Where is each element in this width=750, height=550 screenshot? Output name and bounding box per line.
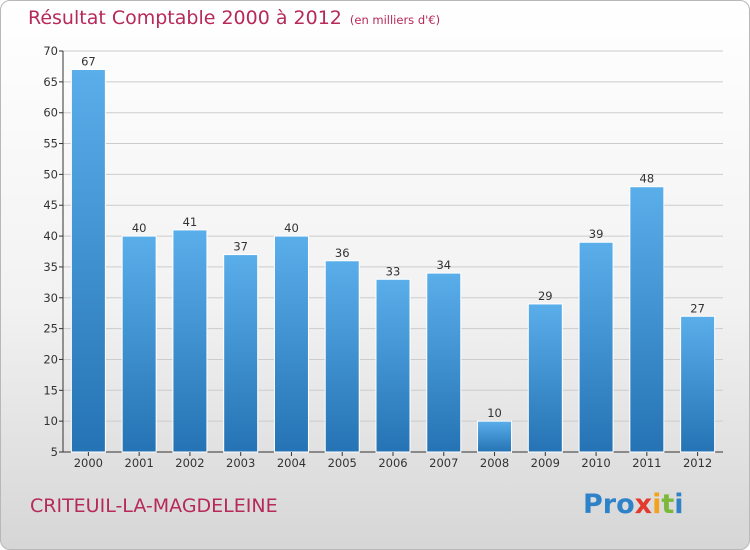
bar-2006 xyxy=(375,278,411,453)
value-label-2006: 33 xyxy=(386,264,401,278)
value-label-2007: 34 xyxy=(436,258,451,272)
value-label-2003: 37 xyxy=(233,240,248,254)
y-tick-label: 25 xyxy=(43,322,58,336)
x-tick-label-2007: 2007 xyxy=(429,456,458,470)
logo-part: i xyxy=(652,489,662,520)
chart-title: Résultat Comptable 2000 à 2012 (en millie… xyxy=(28,7,440,29)
bar-2012 xyxy=(680,315,716,453)
bar-2005 xyxy=(324,260,360,453)
x-tick-label-2004: 2004 xyxy=(277,456,306,470)
chart-subtitle: (en milliers d'€) xyxy=(349,13,441,27)
x-tick-label-2006: 2006 xyxy=(378,456,407,470)
value-labels: 67 40 41 37 40 36 33 34 10 29 39 48 27 xyxy=(81,55,705,421)
x-tick-labels: 2000 2001 2002 2003 2004 2005 2006 2007 2008 2009… xyxy=(74,452,712,470)
value-label-2005: 36 xyxy=(335,246,350,260)
y-tick-label: 65 xyxy=(43,75,58,89)
bar-2000 xyxy=(70,69,106,453)
x-tick-label-2001: 2001 xyxy=(125,456,154,470)
value-label-2012: 27 xyxy=(690,301,705,315)
x-tick-label-2009: 2009 xyxy=(531,456,560,470)
y-tick-label: 40 xyxy=(43,229,58,243)
value-label-2002: 41 xyxy=(183,215,198,229)
chart-title-text: Résultat Comptable 2000 à 2012 xyxy=(28,7,342,29)
bar-2010 xyxy=(578,241,614,453)
y-tick-label: 50 xyxy=(43,167,58,181)
y-tick-label: 15 xyxy=(43,383,58,397)
y-tick-label: 55 xyxy=(43,137,58,151)
y-tick-label: 60 xyxy=(43,106,58,120)
y-tick-label: 45 xyxy=(43,198,58,212)
value-label-2001: 40 xyxy=(132,221,147,235)
bars xyxy=(70,69,716,453)
bar-2009 xyxy=(527,303,563,453)
x-tick-label-2008: 2008 xyxy=(480,456,509,470)
bar-2011 xyxy=(629,186,665,453)
y-tick-label: 35 xyxy=(43,260,58,274)
y-tick-label: 70 xyxy=(43,44,58,58)
x-tick-label-2011: 2011 xyxy=(632,456,661,470)
bar-2003 xyxy=(223,254,259,453)
bar-2004 xyxy=(273,235,309,453)
x-tick-label-2010: 2010 xyxy=(581,456,610,470)
proxiti-logo: Proxiti xyxy=(583,489,684,520)
value-label-2008: 10 xyxy=(487,406,502,420)
x-tick-label-2012: 2012 xyxy=(683,456,712,470)
bar-2002 xyxy=(172,229,208,453)
y-tick-label: 10 xyxy=(43,414,58,428)
bar-2007 xyxy=(426,272,462,453)
x-tick-label-2000: 2000 xyxy=(74,456,103,470)
value-label-2004: 40 xyxy=(284,221,299,235)
x-tick-label-2002: 2002 xyxy=(175,456,204,470)
value-label-2000: 67 xyxy=(81,55,96,69)
bar-2008 xyxy=(477,420,513,453)
y-tick-labels: 5 10 15 20 25 30 35 40 45 50 55 60 65 70 xyxy=(43,44,63,459)
logo-part: Pro xyxy=(583,489,635,520)
y-tick-label: 30 xyxy=(43,291,58,305)
value-label-2009: 29 xyxy=(538,289,553,303)
y-tick-label: 5 xyxy=(51,445,58,459)
bar-2001 xyxy=(121,235,157,453)
logo-part: i xyxy=(674,489,684,520)
place-name: CRITEUIL-LA-MAGDELEINE xyxy=(30,495,278,517)
y-tick-label: 20 xyxy=(43,352,58,366)
logo-part: t xyxy=(661,489,675,520)
value-label-2011: 48 xyxy=(640,172,655,186)
x-tick-label-2003: 2003 xyxy=(226,456,255,470)
logo-part: x xyxy=(634,489,653,520)
x-tick-label-2005: 2005 xyxy=(328,456,357,470)
value-label-2010: 39 xyxy=(589,227,604,241)
